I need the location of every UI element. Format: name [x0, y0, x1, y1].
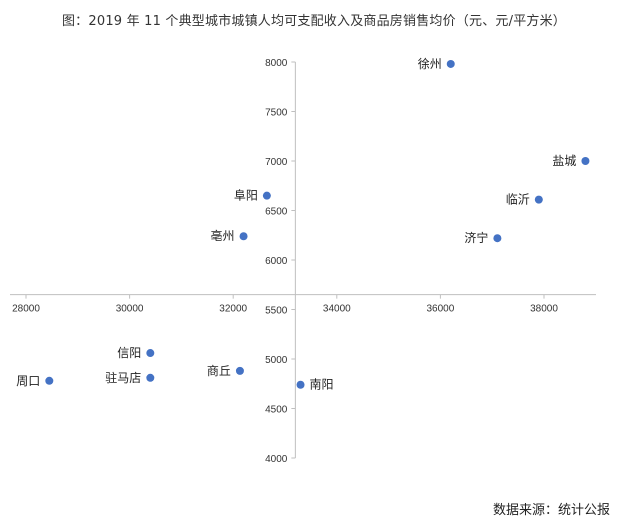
data-point	[262, 191, 271, 200]
chart-title: 图：2019 年 11 个典型城市城镇人均可支配收入及商品房销售均价（元、元/平…	[61, 14, 566, 29]
data-point	[146, 349, 155, 358]
x-tick-label: 38000	[530, 304, 558, 315]
y-tick-label: 4500	[265, 405, 288, 416]
point-label: 亳州	[211, 228, 235, 243]
y-tick-label: 4000	[265, 454, 288, 465]
x-tick-label: 32000	[219, 304, 247, 315]
y-tick-label: 6500	[265, 207, 288, 218]
y-tick-label: 7000	[265, 157, 288, 168]
x-tick-label: 34000	[323, 304, 351, 315]
point-label: 徐州	[418, 56, 442, 71]
y-tick-label: 5500	[265, 306, 288, 317]
point-label: 阜阳	[234, 189, 258, 203]
data-point	[239, 232, 248, 241]
point-label: 商丘	[207, 363, 231, 378]
point-label: 济宁	[464, 230, 488, 245]
data-point	[296, 380, 305, 389]
y-tick-label: 7500	[265, 108, 288, 119]
y-tick-label: 8000	[265, 58, 288, 69]
data-point	[235, 366, 244, 375]
x-tick-label: 36000	[426, 304, 454, 315]
data-source: 数据来源：统计公报	[492, 503, 610, 518]
axes	[10, 61, 596, 459]
tick-labels: 28000 30000 32000 34000 36000 38000 4000 4500 50…	[12, 58, 558, 465]
data-point	[581, 157, 590, 165]
y-tick-label: 5000	[265, 355, 288, 366]
point-label: 盐城	[552, 154, 576, 168]
x-tick-label: 28000	[12, 304, 40, 315]
y-tick-label: 6000	[265, 256, 288, 267]
point-label: 南阳	[310, 377, 334, 392]
data-point	[45, 376, 54, 385]
data-point	[446, 59, 455, 68]
point-label: 驻马店	[105, 370, 141, 385]
point-label: 信阳	[117, 346, 141, 360]
data-point	[493, 234, 502, 243]
x-tick-label: 30000	[116, 304, 144, 315]
point-label: 临沂	[506, 193, 530, 207]
point-label: 周口	[16, 374, 40, 388]
data-point	[146, 373, 155, 382]
data-point	[534, 195, 543, 204]
